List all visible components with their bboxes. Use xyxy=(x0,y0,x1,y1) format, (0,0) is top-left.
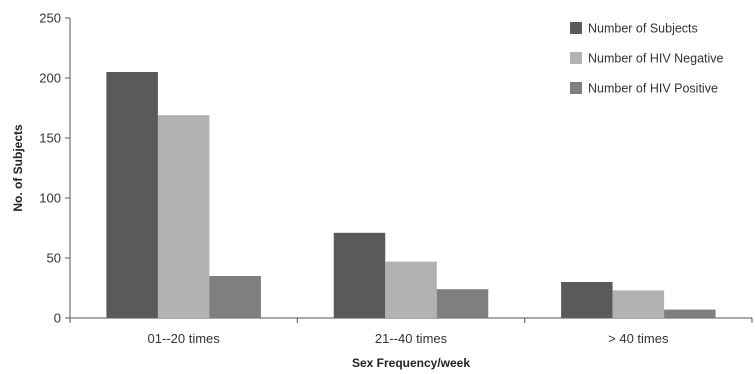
bar-3-2 xyxy=(436,289,489,318)
x-tick-label: 01--20 times xyxy=(148,331,221,346)
legend-swatch xyxy=(570,52,582,64)
y-tick-label: 200 xyxy=(39,71,61,86)
y-axis: 0 50 100 150 200 250 xyxy=(39,11,71,326)
y-tick-label: 100 xyxy=(39,191,61,206)
legend-label: Number of HIV Negative xyxy=(588,52,724,66)
legend-label: Number of HIV Positive xyxy=(588,82,718,96)
x-tick-label: 21--40 times xyxy=(375,331,448,346)
bar-1-2 xyxy=(333,232,386,318)
legend: Number of Subjects Number of HIV Negative… xyxy=(570,22,724,96)
legend-label: Number of Subjects xyxy=(588,22,698,36)
bar-2-2 xyxy=(385,261,437,318)
bar-3-3 xyxy=(664,309,716,318)
y-tick-label: 50 xyxy=(47,251,61,266)
x-axis-title: Sex Frequency/week xyxy=(352,356,470,370)
y-tick-label: 0 xyxy=(54,311,61,326)
legend-swatch xyxy=(570,82,582,94)
y-tick-label: 250 xyxy=(39,11,61,26)
bar-2-3 xyxy=(612,290,665,318)
x-tick-label: > 40 times xyxy=(608,331,669,346)
y-axis-title: No. of Subjects xyxy=(11,124,25,212)
bar-1-1 xyxy=(106,72,158,318)
bar-2-1 xyxy=(157,115,210,318)
y-tick-label: 150 xyxy=(39,131,61,146)
legend-swatch xyxy=(570,22,582,34)
bars xyxy=(106,72,716,318)
bar-3-1 xyxy=(209,276,261,318)
bar-1-3 xyxy=(561,282,613,318)
x-axis: 01--20 times 21--40 times > 40 times xyxy=(69,317,753,346)
